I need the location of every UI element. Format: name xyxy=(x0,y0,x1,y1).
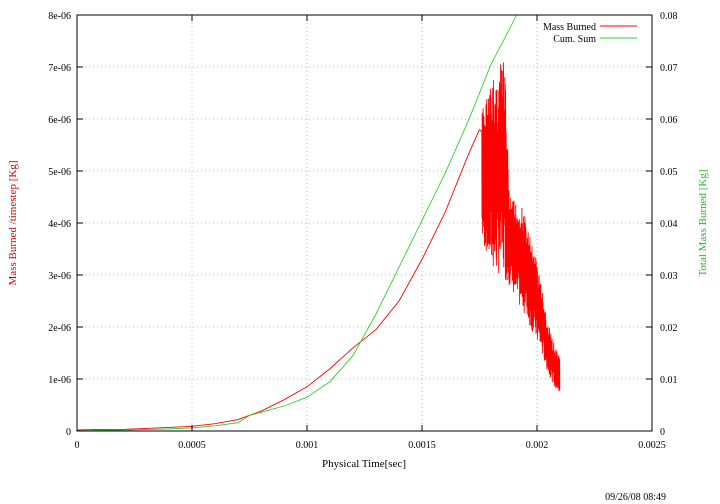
x-axis-label: Physical Time[sec] xyxy=(322,458,406,470)
y2-tick-label: 0.03 xyxy=(660,271,678,282)
y-tick-label: 3e-06 xyxy=(48,271,71,282)
x-tick-label: 0.001 xyxy=(296,440,319,451)
y2-tick-label: 0.05 xyxy=(660,167,678,178)
x-tick-label: 0.0015 xyxy=(408,440,436,451)
x-tick-label: 0.0005 xyxy=(178,440,206,451)
legend: Mass Burned Cum. Sum xyxy=(543,22,637,45)
y2-tick-label: 0.07 xyxy=(660,63,678,74)
y-tick-label: 6e-06 xyxy=(48,115,71,126)
series-line-mass-burned xyxy=(77,129,480,431)
y-tick-label: 7e-06 xyxy=(48,63,71,74)
x-tick-label: 0 xyxy=(75,440,80,451)
y-tick-label: 0 xyxy=(66,427,71,438)
y2-tick-label: 0.04 xyxy=(660,219,678,230)
legend-label-cum-sum: Cum. Sum xyxy=(553,34,596,45)
series-noise-mass-burned xyxy=(479,62,561,392)
gridlines xyxy=(77,15,652,431)
y2-tick-label: 0.06 xyxy=(660,115,678,126)
series-line-cum-sum xyxy=(77,15,549,431)
y-tick-label: 5e-06 xyxy=(48,167,71,178)
y2-tick-label: 0.01 xyxy=(660,375,678,386)
y-axis-label: Mass Burned /timestep [Kg] xyxy=(7,161,19,286)
y2-axis-label: Total Mass Burned [Kg] xyxy=(697,169,709,276)
y-tick-label: 1e-06 xyxy=(48,375,71,386)
y-tick-label: 2e-06 xyxy=(48,323,71,334)
tick-marks xyxy=(76,14,653,432)
y-tick-label: 4e-06 xyxy=(48,219,71,230)
y2-tick-label: 0.02 xyxy=(660,323,678,334)
timestamp: 09/26/08 08:49 xyxy=(605,492,666,503)
x-tick-label: 0.002 xyxy=(526,440,549,451)
series-layer xyxy=(77,15,561,431)
y-tick-label: 8e-06 xyxy=(48,11,71,22)
y2-tick-label: 0 xyxy=(660,427,665,438)
x-tick-label: 0.0025 xyxy=(638,440,666,451)
y2-tick-label: 0.08 xyxy=(660,11,678,22)
legend-label-mass-burned: Mass Burned xyxy=(543,22,596,33)
